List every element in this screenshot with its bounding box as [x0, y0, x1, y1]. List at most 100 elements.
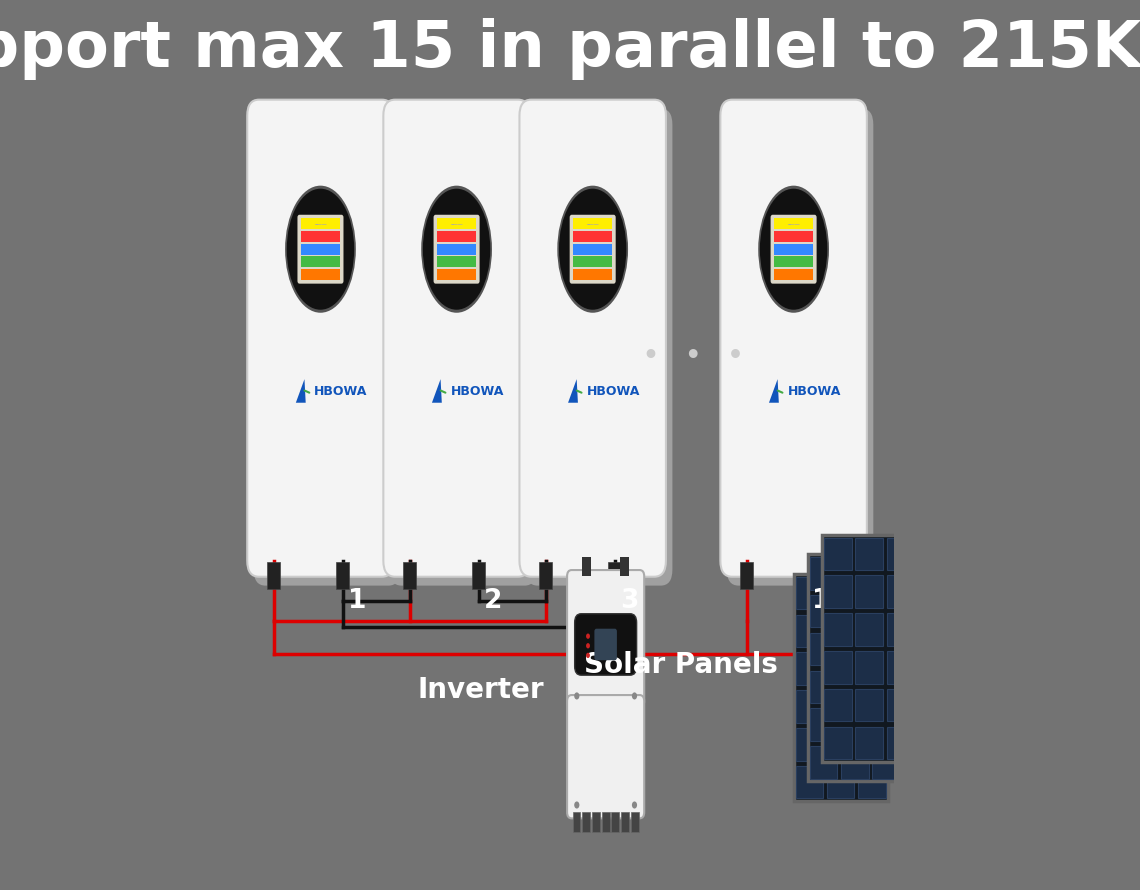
FancyBboxPatch shape [433, 214, 480, 284]
Ellipse shape [758, 186, 829, 312]
Polygon shape [568, 379, 578, 402]
Bar [841, 633, 869, 666]
Bar [855, 613, 882, 646]
Bar [826, 577, 854, 609]
Ellipse shape [287, 189, 355, 310]
Bar [774, 269, 813, 280]
Bar [824, 576, 852, 608]
Text: Solar Panels: Solar Panels [584, 651, 777, 679]
Bar [858, 728, 886, 760]
Bar [796, 765, 823, 798]
Bar [858, 691, 886, 723]
Text: ─────: ───── [315, 223, 327, 227]
Bar [774, 256, 813, 267]
Ellipse shape [559, 189, 626, 310]
Bar [855, 651, 882, 684]
Polygon shape [296, 379, 306, 402]
Bar [573, 256, 612, 267]
Bar [855, 726, 882, 759]
Bar [809, 708, 837, 740]
Bar [573, 231, 612, 242]
Bar [887, 651, 914, 684]
Bar [740, 562, 754, 589]
Bar [858, 614, 886, 647]
Bar [301, 256, 340, 267]
Bar [472, 562, 486, 589]
Bar [841, 671, 869, 703]
FancyBboxPatch shape [594, 628, 617, 660]
Bar [592, 812, 600, 831]
Bar [872, 708, 899, 740]
Text: ─────: ───── [450, 223, 463, 227]
Ellipse shape [421, 186, 492, 312]
Bar [809, 595, 837, 627]
Text: Support max 15 in parallel to 215KWh: Support max 15 in parallel to 215KWh [0, 18, 1140, 80]
Bar [336, 562, 349, 589]
FancyBboxPatch shape [520, 100, 666, 577]
Bar [872, 633, 899, 666]
FancyBboxPatch shape [771, 214, 816, 284]
Bar [437, 269, 477, 280]
FancyBboxPatch shape [570, 214, 616, 284]
Bar [887, 613, 914, 646]
FancyBboxPatch shape [298, 214, 343, 284]
Bar [796, 614, 823, 647]
Circle shape [586, 643, 591, 649]
Bar [301, 218, 340, 230]
Bar [609, 562, 621, 589]
Circle shape [632, 692, 637, 700]
Bar [887, 538, 914, 570]
Bar [872, 557, 899, 589]
Bar [841, 595, 869, 627]
Bar [301, 269, 340, 280]
Bar [301, 244, 340, 255]
Bar [824, 651, 852, 684]
Bar [826, 614, 854, 647]
Polygon shape [432, 379, 442, 402]
Bar [855, 689, 882, 721]
Text: HBOWA: HBOWA [586, 385, 640, 398]
Bar [858, 765, 886, 798]
Bar [573, 244, 612, 255]
Bar [630, 812, 638, 831]
FancyBboxPatch shape [390, 109, 536, 586]
Text: ─────: ───── [586, 223, 598, 227]
Ellipse shape [285, 186, 356, 312]
Bar [872, 671, 899, 703]
Text: HBOWA: HBOWA [315, 385, 368, 398]
Text: 3: 3 [620, 587, 638, 614]
Text: Inverter: Inverter [417, 676, 545, 704]
Circle shape [575, 801, 579, 808]
FancyBboxPatch shape [254, 109, 400, 586]
Bar [841, 746, 869, 779]
Bar [437, 256, 477, 267]
Bar [774, 244, 813, 255]
Text: ─────: ───── [788, 223, 800, 227]
Bar [824, 613, 852, 646]
FancyBboxPatch shape [727, 109, 873, 586]
Bar [621, 812, 629, 831]
Bar [437, 218, 477, 230]
Text: HBOWA: HBOWA [450, 385, 504, 398]
Bar [808, 554, 902, 781]
Bar [824, 726, 852, 759]
Bar [858, 652, 886, 685]
Bar [887, 726, 914, 759]
Text: 15: 15 [812, 587, 849, 614]
Bar [841, 557, 869, 589]
Ellipse shape [760, 189, 828, 310]
Bar [824, 538, 852, 570]
Ellipse shape [423, 189, 490, 310]
Bar [809, 562, 822, 589]
Bar [437, 231, 477, 242]
Bar [887, 689, 914, 721]
Bar [872, 746, 899, 779]
Bar [583, 557, 592, 577]
Bar [267, 562, 280, 589]
Ellipse shape [557, 186, 628, 312]
Bar [809, 557, 837, 589]
Bar [573, 269, 612, 280]
Bar [583, 812, 591, 831]
Bar [826, 765, 854, 798]
Bar [572, 812, 580, 831]
